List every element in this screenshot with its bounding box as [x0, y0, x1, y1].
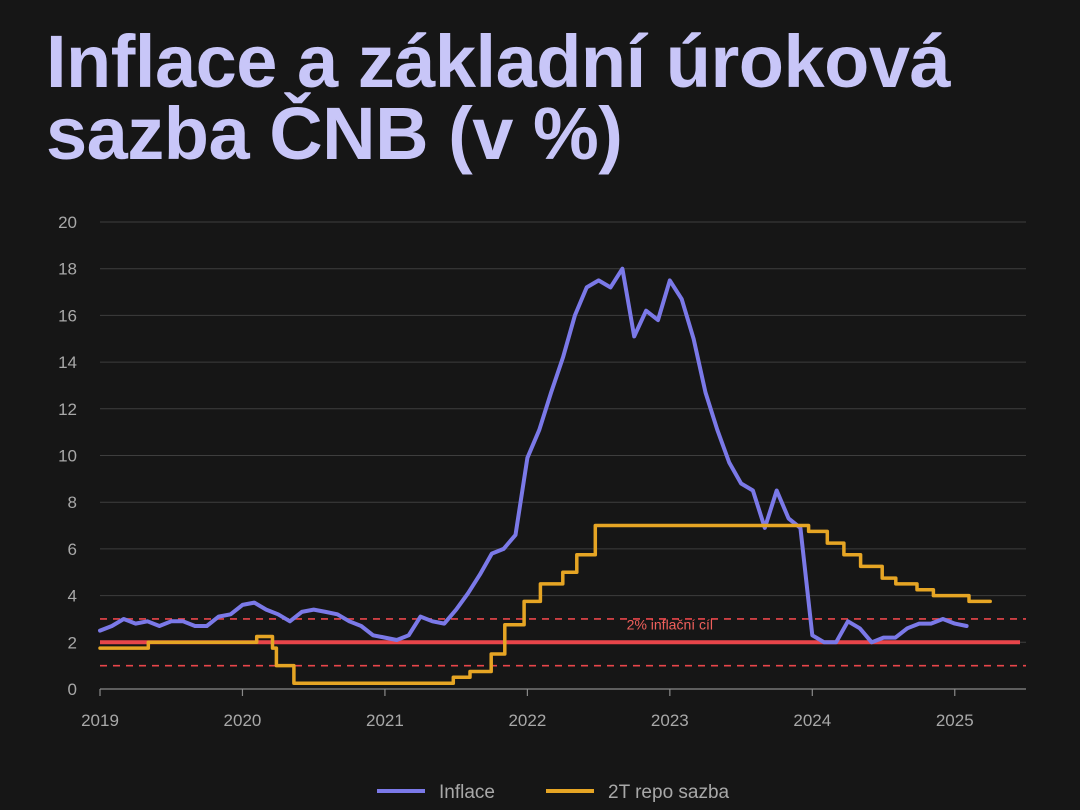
y-tick-label: 4: [68, 587, 77, 606]
y-tick-label: 6: [68, 540, 77, 559]
inflation-target-label: 2% inflační cíl: [627, 616, 713, 632]
x-tick-label: 2024: [793, 711, 831, 730]
legend-label: 2T repo sazba: [608, 782, 730, 803]
y-tick-label: 14: [58, 353, 77, 372]
y-axis-tick-labels: 0 2 4 6 8 10 12 14 16 18 20: [58, 213, 77, 699]
legend-label: Inflace: [439, 782, 495, 803]
x-tick-label: 2021: [366, 711, 404, 730]
y-tick-label: 2: [68, 633, 77, 652]
x-tick-label: 2025: [936, 711, 974, 730]
y-tick-label: 18: [58, 260, 77, 279]
x-tick-label: 2020: [224, 711, 262, 730]
x-tick-label: 2019: [81, 711, 119, 730]
y-tick-label: 0: [68, 680, 77, 699]
chart-series: [98, 266, 992, 685]
series-line-inflation: [98, 266, 969, 645]
y-tick-label: 20: [58, 213, 77, 232]
x-tick-label: 2023: [651, 711, 689, 730]
series-line-repo-rate: [98, 523, 992, 685]
chart-title: Inflace a základní úroková sazba ČNB (v …: [46, 20, 951, 175]
y-tick-label: 12: [58, 400, 77, 419]
x-axis-tick-labels: 2019 2020 2021 2022 2023 2024 2025: [81, 689, 974, 730]
x-tick-label: 2022: [508, 711, 546, 730]
grid-lines: [100, 221, 1026, 690]
y-tick-label: 8: [68, 493, 77, 512]
y-tick-label: 16: [58, 306, 77, 325]
chart-legend: Inflace 2T repo sazba: [377, 782, 730, 803]
y-tick-label: 10: [58, 447, 77, 466]
